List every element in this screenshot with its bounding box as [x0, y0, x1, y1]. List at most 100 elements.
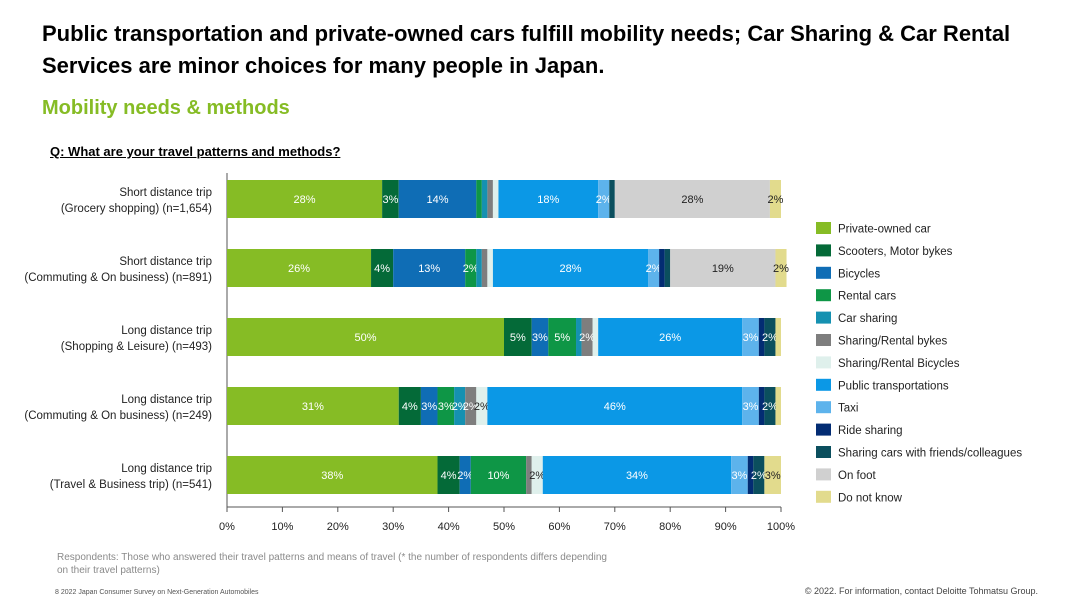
data-label: 4% [441, 470, 457, 482]
x-tick-label: 60% [548, 521, 570, 533]
data-label: 2% [773, 263, 789, 275]
legend-label: Private-owned car [838, 224, 931, 236]
x-tick-label: 10% [271, 521, 293, 533]
bar-segment [648, 249, 660, 287]
data-label: 3% [731, 470, 747, 482]
data-label: 28% [294, 194, 316, 206]
data-label: 38% [321, 470, 343, 482]
data-label: 5% [510, 332, 526, 344]
bar-segment [487, 180, 493, 218]
data-label: 13% [418, 263, 440, 275]
bar-segment [576, 318, 582, 356]
bar-segment [542, 456, 732, 494]
data-label: 2% [457, 470, 473, 482]
data-label: 2% [463, 263, 479, 275]
legend-label: Sharing/Rental Bicycles [838, 358, 960, 370]
legend-label: Public transportations [838, 380, 949, 392]
category-label: (Grocery shopping) (n=1,654) [61, 203, 212, 215]
category-label: (Travel & Business trip) (n=541) [50, 479, 212, 491]
bar-segment [769, 180, 781, 218]
section-subtitle: Mobility needs & methods [42, 97, 290, 119]
category-label: (Commuting & On business) (n=249) [24, 410, 212, 422]
bar-segment [548, 318, 577, 356]
data-label: 46% [604, 401, 626, 413]
legend-label: Ride sharing [838, 425, 903, 437]
legend-swatch [816, 244, 831, 257]
bar-segment [598, 318, 743, 356]
footer-copyright: © 2022. For information, contact Deloitt… [804, 586, 1038, 596]
bar-segment [592, 318, 599, 356]
bar-segment [531, 318, 549, 356]
bar-segment [465, 387, 477, 425]
bar-segment [747, 456, 754, 494]
bar-segment [459, 456, 471, 494]
legend-swatch [816, 356, 831, 369]
bar-segment [420, 387, 438, 425]
category-label: Long distance trip [121, 463, 212, 475]
legend-swatch [816, 334, 831, 346]
category-label: (Shopping & Leisure) (n=493) [61, 341, 212, 353]
data-label: 2% [463, 401, 479, 413]
data-label: 2% [579, 332, 595, 344]
legend-label: Car sharing [838, 313, 897, 325]
bar-segment [437, 456, 460, 494]
data-label: 3% [765, 470, 781, 482]
data-label: 34% [626, 470, 648, 482]
data-label: 2% [646, 263, 662, 275]
survey-question: Q: What are your travel patterns and met… [50, 144, 341, 159]
legend-swatch [816, 490, 831, 503]
bar-segment [775, 318, 781, 356]
bar-segment [764, 387, 776, 425]
bar-segment [476, 387, 488, 425]
data-label: 2% [529, 470, 545, 482]
bar-segment [492, 180, 499, 218]
bar-segment [227, 318, 504, 356]
legend-swatch [816, 222, 831, 234]
data-label: 3% [743, 332, 759, 344]
data-label: 26% [288, 263, 310, 275]
data-label: 3% [532, 332, 548, 344]
legend-swatch [816, 423, 831, 436]
legend-swatch [816, 446, 831, 458]
bar-segment [454, 387, 466, 425]
data-label: 4% [374, 263, 390, 275]
bar-segment [476, 249, 482, 287]
data-label: 3% [743, 401, 759, 413]
category-label: Long distance trip [121, 325, 212, 337]
bar-segment [382, 180, 399, 218]
respondents-note: Respondents: Those who answered their tr… [57, 552, 607, 576]
bar-segment [481, 180, 488, 218]
legend-label: Rental cars [838, 291, 896, 303]
bar-segment [775, 387, 781, 425]
legend-label: Taxi [838, 403, 858, 415]
x-tick-label: 100% [767, 521, 795, 533]
data-label: 28% [681, 194, 703, 206]
legend-swatch [816, 311, 831, 324]
bar-segment [398, 387, 421, 425]
bar-segment [492, 249, 649, 287]
data-label: 2% [762, 332, 778, 344]
x-tick-label: 70% [604, 521, 626, 533]
bar-segment [476, 180, 482, 218]
x-tick-label: 90% [715, 521, 737, 533]
bar-segment [465, 249, 477, 287]
category-label: Short distance trip [119, 256, 212, 268]
x-tick-label: 40% [438, 521, 460, 533]
data-label: 2% [452, 401, 468, 413]
data-label: 3% [382, 194, 398, 206]
x-tick-label: 50% [493, 521, 515, 533]
bar-segment [670, 249, 776, 287]
bar-segment [531, 456, 543, 494]
legend-swatch [816, 289, 831, 302]
data-label: 3% [421, 401, 437, 413]
data-label: 26% [659, 332, 681, 344]
bar-segment [581, 318, 593, 356]
data-label: 5% [554, 332, 570, 344]
bar-segment [614, 180, 770, 218]
data-label: 19% [712, 263, 734, 275]
data-label: 2% [762, 401, 778, 413]
bar-segment [227, 180, 383, 218]
legend-label: On foot [838, 470, 877, 482]
bar-segment [659, 249, 665, 287]
